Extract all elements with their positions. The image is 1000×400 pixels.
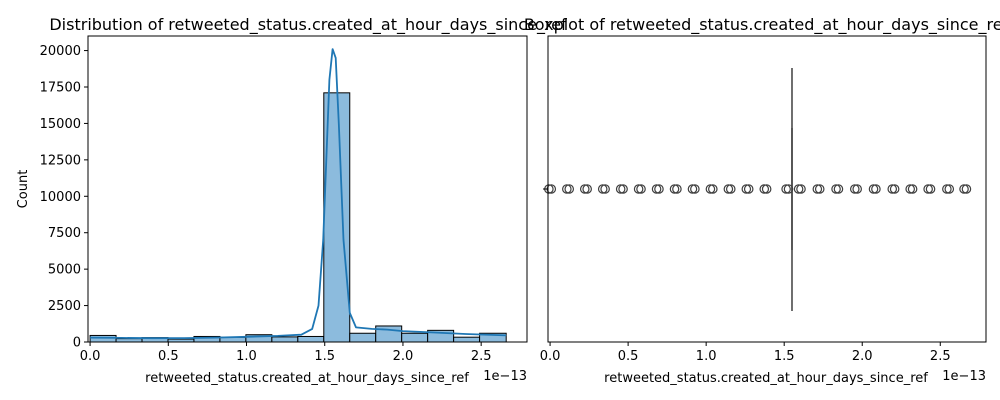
hist-x-tick-label: 1.0 <box>236 349 257 364</box>
box-outlier <box>597 184 608 194</box>
box-frame <box>547 35 987 343</box>
box-outlier <box>781 184 791 194</box>
hist-x-tick-label: 2.5 <box>471 349 492 364</box>
box-outlier <box>725 184 736 194</box>
kde-line <box>90 48 507 340</box>
box-outlier <box>579 184 590 194</box>
box-outlier <box>741 184 752 194</box>
box-outlier <box>759 184 770 194</box>
hist-bar <box>271 336 299 343</box>
box-title: Boxplot of retweeted_status.created_at_h… <box>524 15 1000 35</box>
box-outlier <box>761 184 772 194</box>
box-x-offset: 1e−13 <box>942 369 986 384</box>
box-x-label: retweeted_status.created_at_hour_days_si… <box>604 371 928 386</box>
box-outlier <box>814 184 825 194</box>
box-x-tick-label: 2.0 <box>852 349 873 364</box>
histogram-panel: Distribution of retweeted_status.created… <box>16 15 567 386</box>
box-outlier <box>651 184 662 194</box>
hist-x-label: retweeted_status.created_at_hour_days_si… <box>145 371 469 386</box>
box-outlier <box>582 184 592 194</box>
box-outlier <box>849 184 860 194</box>
box-x-tick-label: 0.0 <box>540 349 561 364</box>
box-outlier <box>615 184 626 194</box>
box-outlier <box>687 184 698 194</box>
hist-bar <box>89 334 117 343</box>
hist-x-tick-label: 0.5 <box>158 349 179 364</box>
box-outlier <box>690 184 700 194</box>
box-outlier <box>562 184 572 194</box>
box-outlier <box>833 184 844 194</box>
hist-title: Distribution of retweeted_status.created… <box>49 15 567 35</box>
hist-bar <box>401 332 429 343</box>
box-x-tick-label: 1.0 <box>696 349 717 364</box>
hist-y-tick-label: 7500 <box>48 226 81 241</box>
box-outlier <box>723 184 734 194</box>
box-x-tick-label: 1.5 <box>774 349 795 364</box>
hist-y-tick-label: 5000 <box>48 263 81 278</box>
box-outlier <box>633 184 644 194</box>
hist-y-label: Count <box>16 170 31 209</box>
hist-y-tick-label: 0 <box>73 336 81 351</box>
box-outlier <box>944 184 955 194</box>
hist-bar <box>349 332 377 343</box>
box-outlier <box>783 184 794 194</box>
box-outlier <box>793 184 804 194</box>
hist-bar <box>115 338 143 343</box>
hist-bar <box>453 336 481 343</box>
box-outlier <box>600 184 610 194</box>
box-outlier <box>672 184 682 194</box>
box-outlier <box>942 184 952 194</box>
box-outlier <box>871 184 881 194</box>
hist-y-tick-label: 10000 <box>40 190 81 205</box>
hist-y-tick-label: 17500 <box>40 81 81 96</box>
box-outlier <box>743 184 754 194</box>
box-x-tick-label: 2.5 <box>930 349 951 364</box>
box-outlier <box>887 184 898 194</box>
box-outlier <box>636 184 646 194</box>
box-outliers <box>544 184 972 194</box>
box-outlier <box>925 184 936 194</box>
box-outlier <box>708 184 718 194</box>
box-outlier <box>705 184 716 194</box>
box-outlier <box>654 184 664 194</box>
box-outlier <box>959 184 969 194</box>
hist-y-tick-label: 12500 <box>40 153 81 168</box>
hist-bar <box>297 335 325 343</box>
hist-x-tick-label: 2.0 <box>393 349 414 364</box>
box-outlier <box>889 184 900 194</box>
hist-y-tick-label: 20000 <box>40 44 81 59</box>
box-outlier <box>852 184 862 194</box>
hist-plot-area <box>88 36 527 342</box>
box-outlier <box>669 184 680 194</box>
box-outlier <box>923 184 933 194</box>
hist-kde <box>90 48 507 340</box>
hist-x-ticks: 0.0 0.5 1.0 1.5 2.0 2.5 <box>80 342 492 364</box>
box-outlier <box>868 184 879 194</box>
box-outlier <box>812 184 823 194</box>
box-outlier <box>831 184 841 194</box>
hist-x-tick-label: 0.0 <box>80 349 101 364</box>
box-outlier <box>961 184 972 194</box>
hist-frame <box>87 35 528 343</box>
boxplot-panel: Boxplot of retweeted_status.created_at_h… <box>524 15 1000 386</box>
hist-y-tick-label: 15000 <box>40 117 81 132</box>
hist-y-tick-label: 2500 <box>48 299 81 314</box>
box-x-ticks: 0.0 0.5 1.0 1.5 2.0 2.5 <box>540 342 951 364</box>
hist-y-ticks: 0 2500 5000 7500 10000 12500 15000 17500 20000 <box>40 44 88 351</box>
box-x-tick-label: 0.5 <box>618 349 639 364</box>
box-outlier <box>907 184 918 194</box>
box-outlier <box>618 184 628 194</box>
hist-x-tick-label: 1.5 <box>314 349 335 364</box>
box-plot-area <box>548 36 986 342</box>
hist-x-offset: 1e−13 <box>483 369 527 384</box>
box-outlier <box>796 184 806 194</box>
box-outlier <box>905 184 915 194</box>
box-outlier <box>564 184 575 194</box>
